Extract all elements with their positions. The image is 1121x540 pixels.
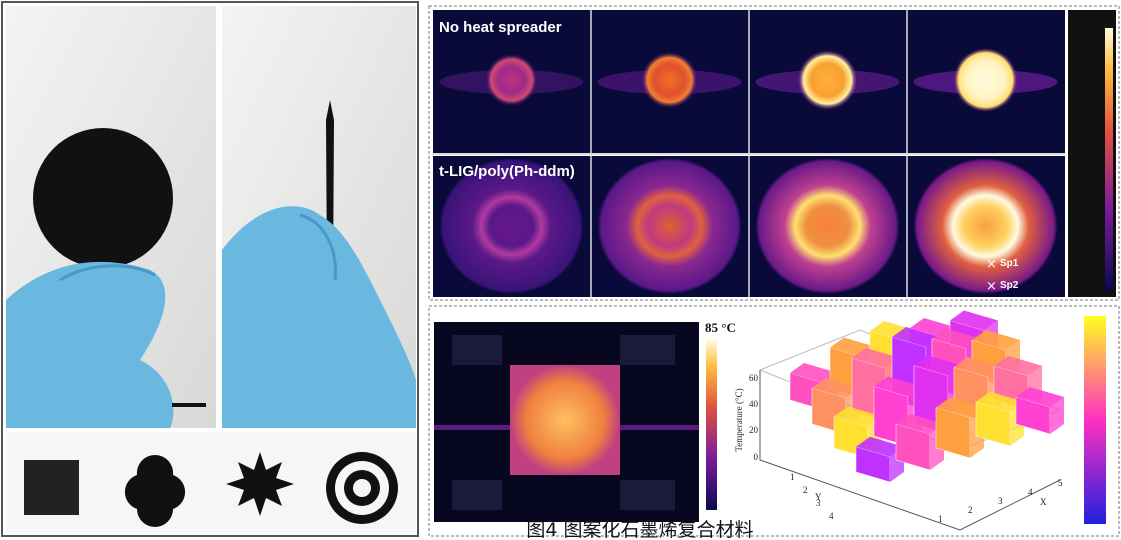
photo-panel-path bbox=[6, 262, 173, 428]
x-tick: 5 bbox=[1058, 478, 1063, 488]
x-tick: 1 bbox=[938, 514, 943, 524]
colorbar bbox=[1105, 28, 1113, 290]
photo-panel bbox=[2, 2, 418, 536]
thermal-cells-circle bbox=[954, 48, 1018, 112]
colorbar bbox=[1084, 316, 1106, 524]
chip-thermal-rect bbox=[510, 365, 620, 475]
z-tick: 60 bbox=[749, 373, 759, 383]
spot-label: Sp2 bbox=[1000, 280, 1019, 291]
row-label: t-LIG/poly(Ph-ddm) bbox=[439, 163, 575, 180]
y-tick: 1 bbox=[790, 472, 795, 482]
chip-thermal-rect bbox=[620, 480, 675, 510]
y-tick: 4 bbox=[829, 511, 834, 521]
y-tick: 2 bbox=[803, 485, 808, 495]
x-tick: 2 bbox=[968, 505, 973, 515]
thermal-cells-circle bbox=[798, 50, 858, 110]
colorbar bbox=[706, 340, 717, 510]
spot-label: Sp1 bbox=[1000, 258, 1019, 269]
thermal-cells-circle bbox=[642, 52, 698, 108]
spot-marker: × bbox=[986, 257, 997, 272]
x-axis-label: X bbox=[1040, 497, 1047, 507]
photo-panel-circle bbox=[33, 128, 173, 268]
z-tick: 40 bbox=[749, 399, 759, 409]
thermal-cells-ellipse bbox=[756, 158, 900, 294]
thermal-cells-ellipse bbox=[598, 158, 742, 294]
figure: No heat spreader t-LIG/poly(Ph-ddm) × Sp… bbox=[0, 0, 1121, 540]
x-tick: 4 bbox=[1028, 487, 1033, 497]
bottom-panel: 85 °C Temperature (°C) 0 20 40 60 1 2 3 … bbox=[429, 306, 1119, 536]
y-axis-label: Y bbox=[815, 492, 822, 502]
thermal-cells-circle bbox=[486, 54, 538, 106]
row-label: No heat spreader bbox=[439, 19, 562, 36]
photo-panel-circle bbox=[353, 479, 371, 497]
caption: 图4 图案化石墨烯复合材料 bbox=[526, 519, 753, 540]
photo-panel-rect bbox=[172, 403, 206, 407]
thermal-panel: No heat spreader t-LIG/poly(Ph-ddm) × Sp… bbox=[429, 6, 1119, 300]
z-tick: 20 bbox=[749, 425, 759, 435]
z-axis-label: Temperature (°C) bbox=[734, 388, 744, 451]
photo-panel-rect bbox=[24, 460, 79, 515]
x-tick: 3 bbox=[998, 496, 1003, 506]
thermal-cells-ellipse bbox=[914, 158, 1058, 294]
colorbar-max: 85 °C bbox=[705, 320, 736, 335]
z-tick: 0 bbox=[754, 452, 759, 462]
spot-marker: × bbox=[986, 279, 997, 294]
chip-thermal-rect bbox=[620, 335, 675, 365]
chip-thermal-rect bbox=[452, 480, 502, 510]
chip-thermal-rect bbox=[452, 335, 502, 365]
